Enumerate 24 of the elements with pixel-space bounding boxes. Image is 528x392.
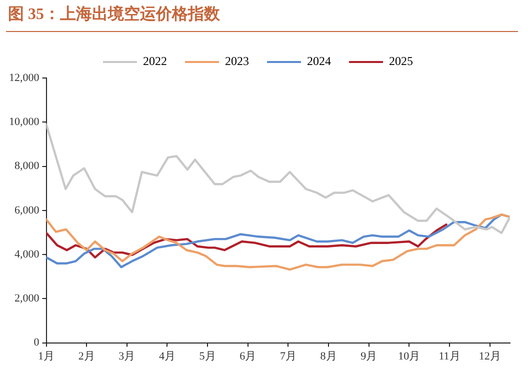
legend-label: 2023 xyxy=(225,54,249,68)
legend-label: 2025 xyxy=(389,54,413,68)
chart-title: 图 35：上海出境空运价格指数 xyxy=(8,4,220,25)
x-tick-label: 12月 xyxy=(478,350,501,362)
x-tick-label: 8月 xyxy=(320,350,337,362)
x-tick-label: 11月 xyxy=(438,350,460,362)
x-tick-label: 2月 xyxy=(78,350,95,362)
x-tick-label: 6月 xyxy=(240,350,256,362)
y-tick-label: 2,000 xyxy=(14,292,40,305)
y-tick-label: 6,000 xyxy=(14,204,40,216)
x-tick-label: 9月 xyxy=(360,350,378,362)
y-tick-label: 0 xyxy=(34,336,40,349)
y-tick-label: 10,000 xyxy=(9,116,40,128)
x-tick-label: 4月 xyxy=(158,350,176,362)
x-tick-label: 5月 xyxy=(199,350,216,362)
legend-label: 2024 xyxy=(307,54,331,68)
x-tick-label: 10月 xyxy=(398,350,420,362)
y-tick-label: 12,000 xyxy=(9,72,40,84)
legend-label: 2022 xyxy=(143,54,167,68)
y-tick-label: 4,000 xyxy=(14,248,40,260)
x-tick-label: 7月 xyxy=(280,350,296,362)
x-tick-label: 3月 xyxy=(118,350,136,362)
x-tick-label: 1月 xyxy=(38,350,54,362)
y-tick-label: 8,000 xyxy=(14,160,40,172)
